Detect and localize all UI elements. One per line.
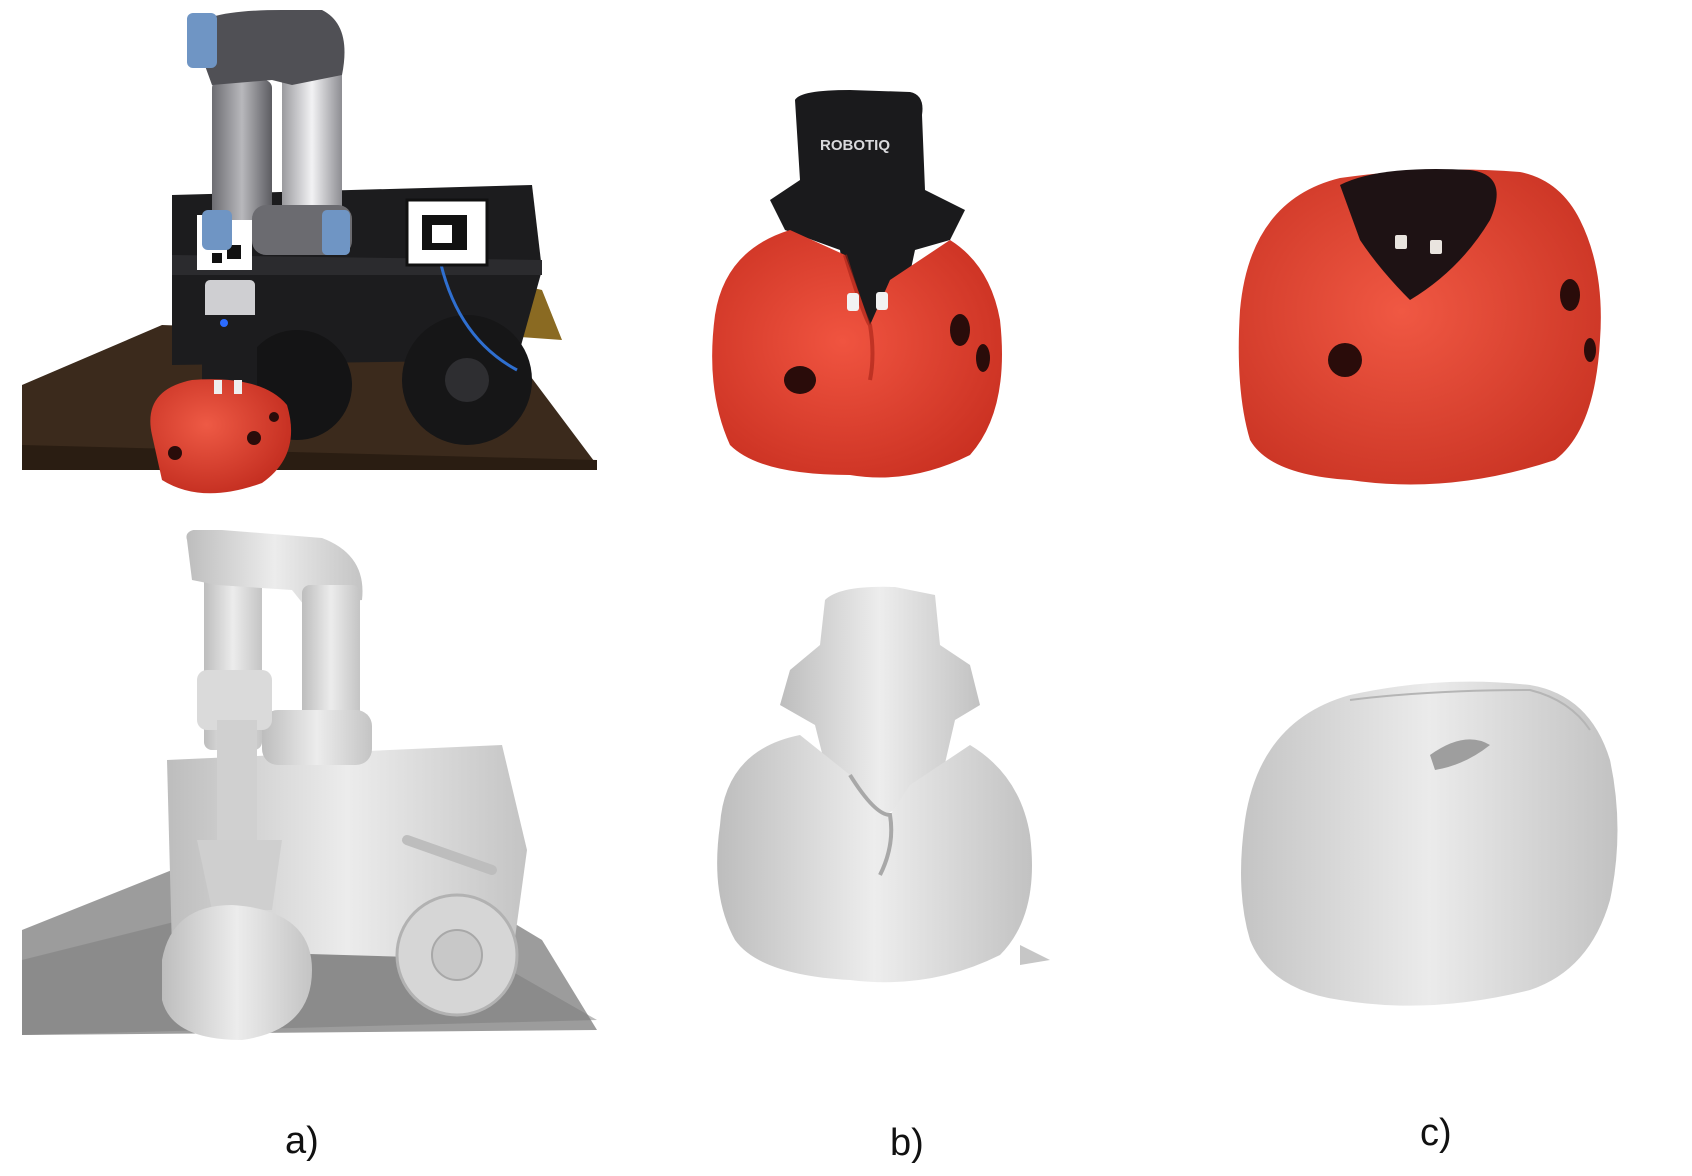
caption-a: a) (285, 1120, 319, 1162)
gripper-brand-label: ROBOTIQ (820, 137, 890, 154)
robot-scene-mesh-reconstruction (22, 530, 597, 1070)
object-only-textured (1230, 160, 1630, 520)
object-only-mesh (1230, 670, 1630, 1020)
caption-c: c) (1420, 1112, 1452, 1154)
object-with-gripper-textured: ROBOTIQ (700, 90, 1080, 530)
robot-scene-textured-reconstruction (22, 5, 597, 510)
object-with-gripper-mesh (700, 585, 1080, 1015)
caption-b: b) (890, 1122, 924, 1164)
